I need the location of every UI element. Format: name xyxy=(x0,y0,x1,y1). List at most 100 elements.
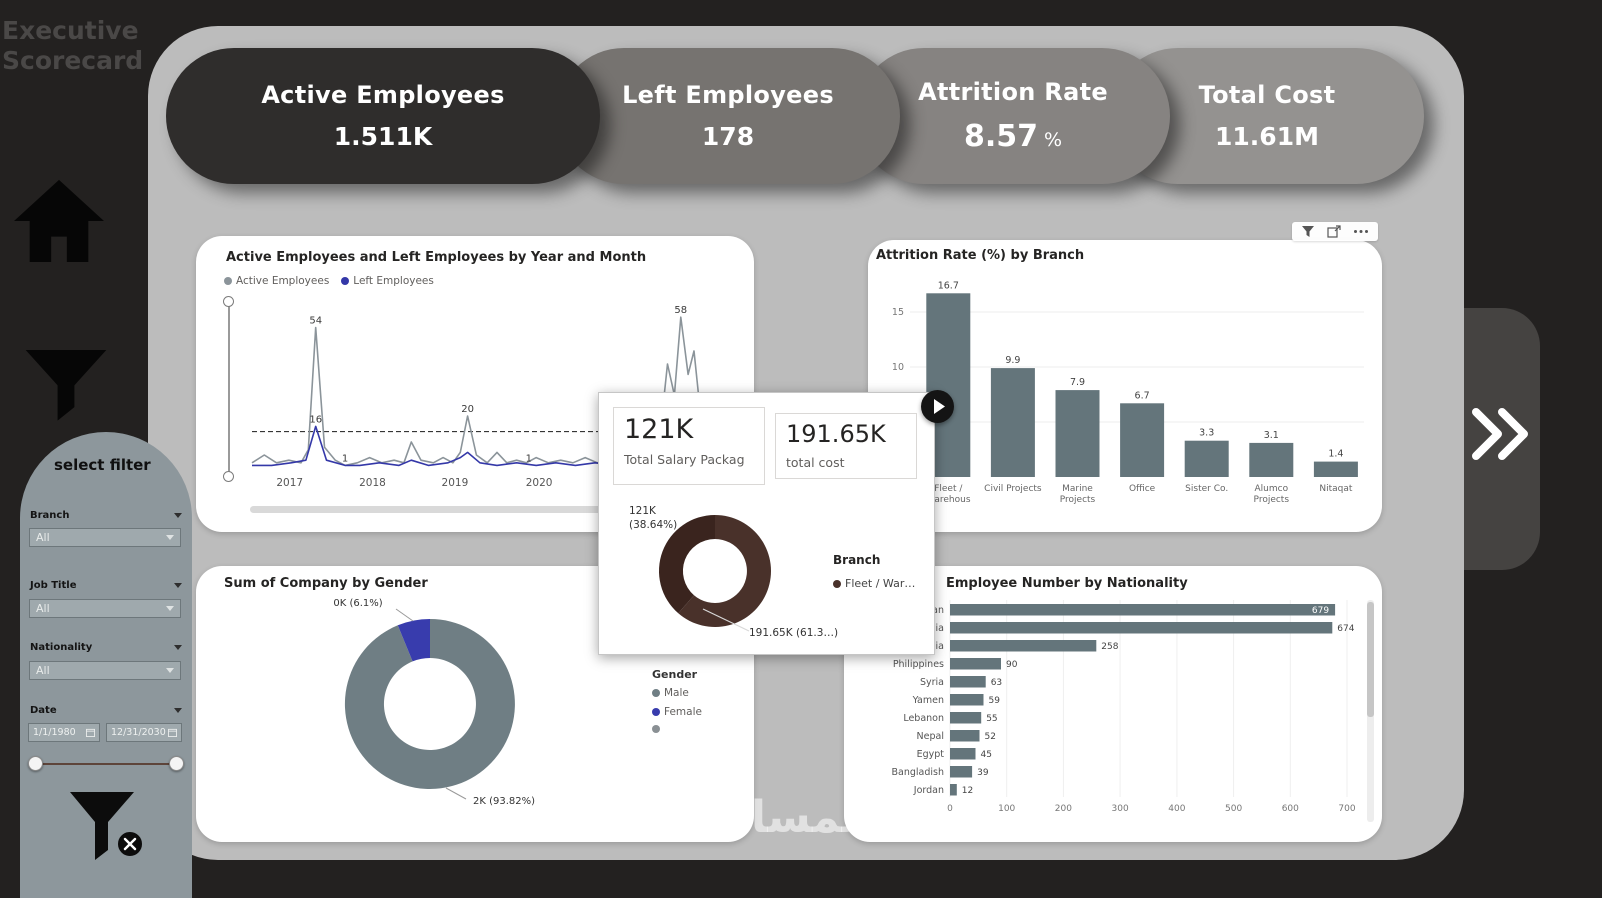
salary-tooltip: 121K Total Salary Packag 191.65K total c… xyxy=(598,392,935,655)
home-icon[interactable] xyxy=(12,176,106,264)
calendar-icon xyxy=(168,728,177,737)
leader-line xyxy=(702,608,750,632)
attrition-bar[interactable] xyxy=(1055,390,1100,477)
attrition-bar[interactable] xyxy=(1313,461,1358,477)
focus-mode-icon[interactable] xyxy=(1327,225,1341,238)
x-category-label: Projects xyxy=(1060,495,1096,505)
nationality-bar[interactable] xyxy=(950,712,982,724)
kpi-attrition-rate[interactable]: Attrition Rate 8.57% xyxy=(856,48,1170,184)
slider-track xyxy=(228,302,230,476)
bar-value-label: 45 xyxy=(981,750,992,760)
nationality-bar[interactable] xyxy=(950,676,986,688)
nationality-select[interactable]: All xyxy=(29,661,181,680)
data-label: 54 xyxy=(309,316,322,327)
clear-filter-icon[interactable] xyxy=(62,790,154,866)
bar-value-label: 6.7 xyxy=(1135,390,1150,401)
kpi-label: Total Cost xyxy=(1198,81,1336,109)
date-range-slider[interactable] xyxy=(28,755,184,773)
x-category-label: Office xyxy=(1129,484,1156,494)
tooltip-donut-slice[interactable] xyxy=(658,515,715,614)
attrition-bar[interactable] xyxy=(990,368,1035,477)
legend-dot xyxy=(652,725,660,733)
nationality-label: Syria xyxy=(920,677,944,688)
nationality-bar[interactable] xyxy=(950,766,973,778)
nationality-bar[interactable] xyxy=(950,640,1097,652)
legend-dot xyxy=(652,689,660,697)
x-category-label: Nitaqat xyxy=(1319,484,1353,494)
slider-track xyxy=(30,763,182,765)
slider-handle-start[interactable] xyxy=(28,756,43,771)
bar-value-label: 63 xyxy=(991,678,1002,688)
more-options-icon[interactable] xyxy=(1353,229,1369,234)
collapse-chevron-icon[interactable] xyxy=(174,583,182,588)
attrition-bar[interactable] xyxy=(1249,442,1294,477)
nationality-bar[interactable] xyxy=(950,748,976,760)
gender-donut-slice[interactable] xyxy=(397,618,430,662)
kpi-left-employees[interactable]: Left Employees 178 xyxy=(556,48,900,184)
tooltip-legend: Branch Fleet / War… xyxy=(833,553,915,590)
tooltip-stat-total-cost: 191.65K total cost xyxy=(775,413,917,479)
donut-slice-label: 121K (38.64%) xyxy=(629,505,678,531)
filter-icon[interactable] xyxy=(24,344,108,430)
watermark: خمسات xyxy=(706,792,874,843)
leader-line xyxy=(395,608,414,622)
nationality-label: Egypt xyxy=(917,749,945,760)
x-category-label: Projects xyxy=(1254,495,1290,505)
slider-handle-end[interactable] xyxy=(169,756,184,771)
date-start-input[interactable]: 1/1/1980 xyxy=(28,723,100,742)
legend-item-left-employees[interactable]: Left Employees xyxy=(341,275,434,287)
bar-value-label: 3.1 xyxy=(1264,430,1279,441)
gender-donut-slice[interactable] xyxy=(344,619,515,789)
legend-dot xyxy=(652,708,660,716)
nationality-bar[interactable] xyxy=(950,604,1336,616)
expand-chevrons-icon[interactable] xyxy=(1468,402,1532,466)
calendar-icon xyxy=(86,728,95,737)
scrollbar-thumb[interactable] xyxy=(1367,602,1374,717)
nationality-bar[interactable] xyxy=(950,694,984,706)
branch-select[interactable]: All xyxy=(29,528,181,547)
attrition-bar[interactable] xyxy=(1184,440,1229,477)
bar-value-label: 39 xyxy=(977,768,989,778)
line-chart-scrollbar[interactable] xyxy=(250,506,746,513)
legend-item-branch[interactable]: Fleet / War… xyxy=(833,577,915,590)
nationality-label: Lebanon xyxy=(903,713,944,724)
collapse-chevron-icon[interactable] xyxy=(174,645,182,650)
bar-value-label: 90 xyxy=(1006,660,1018,670)
slider-handle-bottom[interactable] xyxy=(223,471,234,482)
attrition-bar[interactable] xyxy=(1120,403,1165,477)
kpi-label: Left Employees xyxy=(622,81,834,109)
kpi-active-employees[interactable]: Active Employees 1.511K xyxy=(166,48,600,184)
collapse-chevron-icon[interactable] xyxy=(174,513,182,518)
x-axis-tick: 300 xyxy=(1112,804,1129,814)
nationality-label: Philippines xyxy=(893,659,944,670)
slider-handle-top[interactable] xyxy=(223,296,234,307)
y-axis-zoom-slider[interactable] xyxy=(222,296,235,482)
legend-item-active-employees[interactable]: Active Employees xyxy=(224,275,329,287)
job-title-select[interactable]: All xyxy=(29,599,181,618)
bar-value-label: 52 xyxy=(985,732,996,742)
nationality-bar[interactable] xyxy=(950,622,1333,634)
legend-item-blank[interactable] xyxy=(652,725,702,733)
kpi-value: 178 xyxy=(701,122,755,151)
x-category-label: Sister Co. xyxy=(1185,484,1228,494)
kpi-value: 1.511K xyxy=(333,122,433,151)
collapse-chevron-icon[interactable] xyxy=(174,708,182,713)
data-label: 58 xyxy=(674,305,687,316)
legend-item-female[interactable]: Female xyxy=(652,706,702,718)
filter-panel: select filter Branch All Job Title All N… xyxy=(20,432,192,898)
nationality-bar[interactable] xyxy=(950,784,957,796)
visual-filter-icon[interactable] xyxy=(1301,225,1315,238)
x-axis-label: 2017 xyxy=(276,477,303,489)
legend-item-male[interactable]: Male xyxy=(652,687,702,699)
nationality-bar[interactable] xyxy=(950,658,1001,670)
nationality-bar[interactable] xyxy=(950,730,980,742)
x-axis-tick: 500 xyxy=(1225,804,1242,814)
date-end-input[interactable]: 12/31/2030 xyxy=(106,723,182,742)
tooltip-donut-slice[interactable] xyxy=(678,515,771,627)
tooltip-donut-chart xyxy=(658,515,771,632)
date-field-label: Date xyxy=(30,705,182,716)
nationality-scrollbar[interactable] xyxy=(1367,600,1374,822)
slice-label: 2K (93.82%) xyxy=(473,796,535,807)
bar-value-label: 55 xyxy=(986,714,997,724)
tooltip-play-button[interactable] xyxy=(921,390,954,423)
